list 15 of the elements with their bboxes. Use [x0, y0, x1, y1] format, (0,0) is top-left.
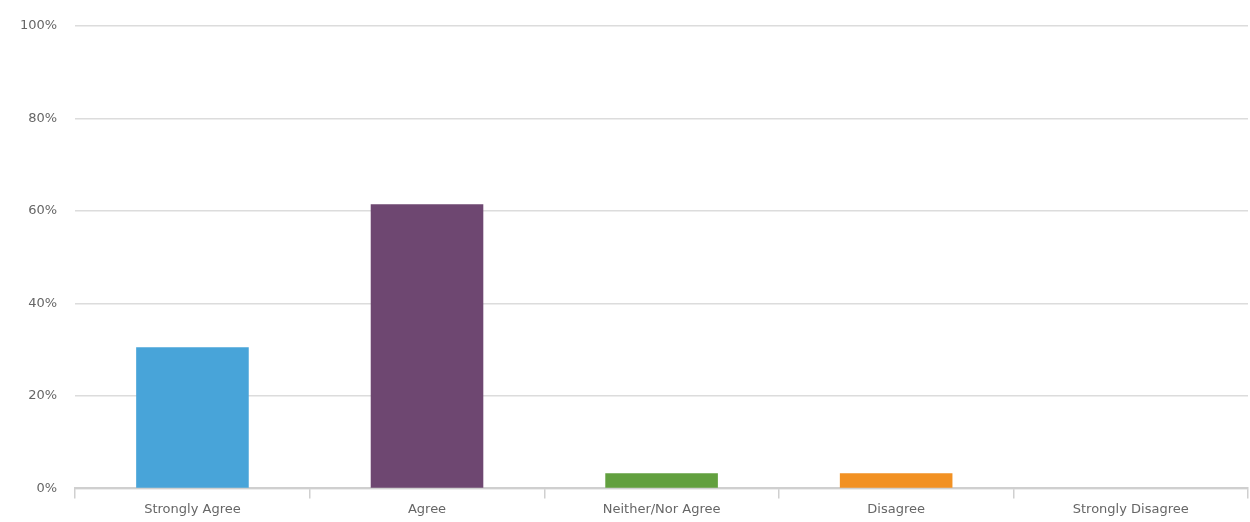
bar: [839, 473, 953, 488]
bar: [370, 204, 484, 488]
x-tick-label: Agree: [407, 500, 447, 516]
bar: [136, 347, 249, 488]
x-tick-label: Strongly Disagree: [1072, 500, 1189, 516]
y-tick-label: 80%: [28, 109, 58, 125]
y-tick-label: 20%: [28, 387, 58, 403]
y-tick-label: 40%: [28, 294, 58, 310]
x-tick-label: Neither/Nor Agree: [602, 500, 721, 516]
y-tick-label: 60%: [28, 202, 58, 218]
y-tick-label: 0%: [36, 479, 58, 495]
bar: [605, 473, 718, 488]
x-tick-label: Strongly Agree: [144, 500, 241, 516]
y-tick-label: 100%: [19, 17, 58, 33]
x-tick-label: Disagree: [867, 500, 925, 516]
